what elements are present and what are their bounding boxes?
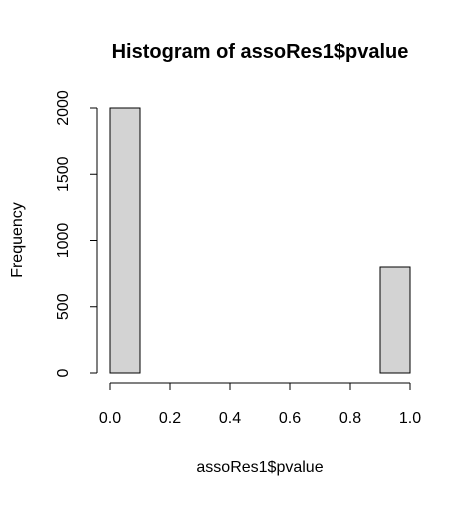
- y-tick-label: 1000: [55, 223, 72, 259]
- histogram-bar-9: [379, 266, 411, 374]
- y-tick-label: 0: [55, 368, 72, 377]
- y-axis-label: Frequency: [9, 202, 26, 278]
- y-axis: 0 500 1000 1500 2000: [55, 90, 98, 377]
- x-tick-label: 0.2: [159, 410, 181, 427]
- x-tick-label: 0.6: [279, 410, 301, 427]
- x-axis-label: assoRes1$pvalue: [196, 459, 323, 476]
- histogram-bar-0: [109, 107, 141, 374]
- x-tick-label: 0.8: [339, 410, 361, 427]
- chart-title: Histogram of assoRes1$pvalue: [112, 41, 409, 63]
- x-tick-label: 0.0: [99, 410, 121, 427]
- y-tick-label: 500: [55, 293, 72, 320]
- x-tick-label: 0.4: [219, 410, 241, 427]
- y-tick-label: 2000: [55, 90, 72, 126]
- y-tick-label: 1500: [55, 156, 72, 192]
- x-axis: 0.0 0.2 0.4 0.6 0.8 1.0: [99, 382, 421, 427]
- bars: [109, 107, 411, 374]
- x-tick-label: 1.0: [399, 410, 421, 427]
